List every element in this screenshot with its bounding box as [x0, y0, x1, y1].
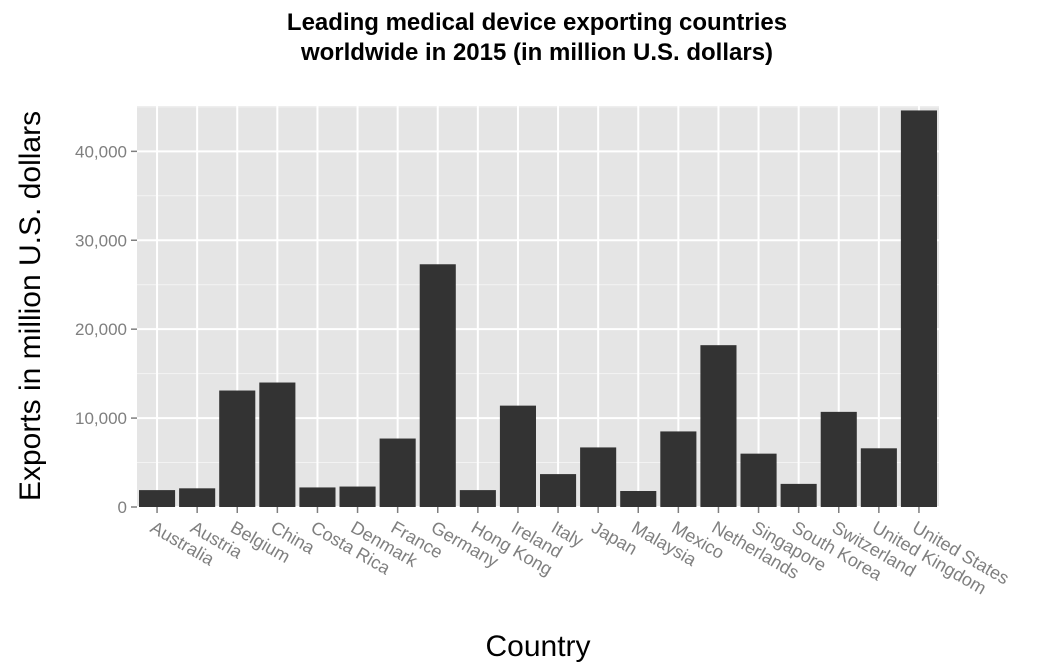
bar	[620, 490, 657, 507]
x-tick-label: Japan	[588, 517, 640, 559]
y-tick-label: 30,000	[75, 231, 127, 250]
bar	[339, 486, 376, 507]
y-tick-label: 0	[118, 498, 127, 517]
y-axis-title: Exports in million U.S. dollars	[14, 111, 47, 501]
bar	[219, 390, 256, 507]
bar	[139, 490, 176, 507]
bar	[299, 487, 336, 507]
bar	[700, 345, 737, 507]
bar	[259, 382, 296, 507]
plot-panel	[137, 106, 939, 507]
bars	[139, 110, 937, 507]
bar	[419, 264, 456, 507]
bar	[580, 447, 617, 507]
chart-title-line-2: worldwide in 2015 (in million U.S. dolla…	[300, 39, 773, 66]
bar	[780, 483, 817, 507]
bar	[820, 411, 857, 507]
bar	[179, 488, 216, 507]
bar	[499, 405, 536, 507]
chart-title-line-1: Leading medical device exporting countri…	[287, 9, 787, 36]
y-axis: 0 10,000 20,000 30,000 40,000	[75, 142, 137, 517]
bar	[860, 448, 897, 507]
y-tick-label: 10,000	[75, 409, 127, 428]
bar	[459, 490, 496, 507]
bar	[660, 431, 697, 507]
bar	[379, 438, 416, 507]
bar	[540, 474, 577, 507]
y-tick-label: 40,000	[75, 142, 127, 161]
bar	[740, 453, 777, 507]
bar	[900, 110, 937, 507]
x-axis-title: Country	[485, 630, 590, 663]
y-tick-label: 20,000	[75, 320, 127, 339]
